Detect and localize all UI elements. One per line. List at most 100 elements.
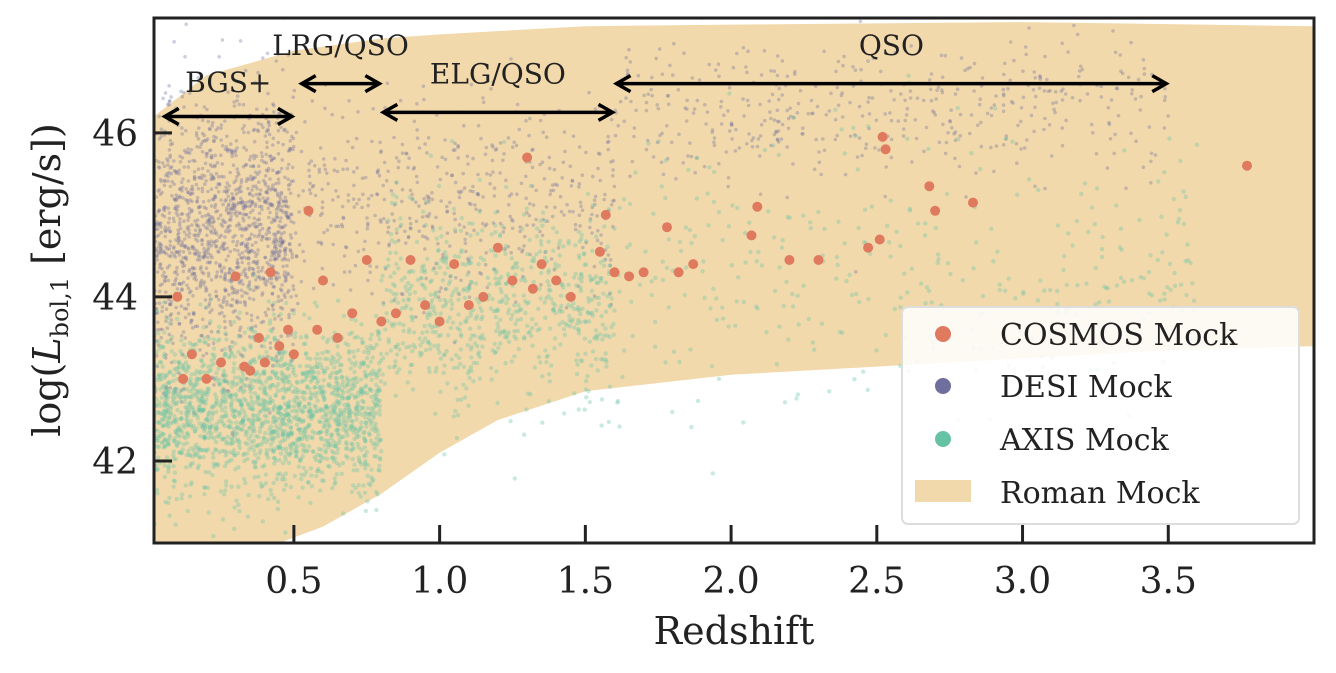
axis-mock-point <box>391 282 396 287</box>
desi-mock-point <box>281 210 285 214</box>
axis-mock-point <box>354 417 359 422</box>
desi-mock-point <box>311 183 316 188</box>
axis-mock-point <box>534 234 540 239</box>
desi-mock-point <box>232 203 237 207</box>
desi-mock-point <box>571 210 575 214</box>
desi-mock-point <box>1126 75 1131 80</box>
desi-mock-point <box>281 240 285 245</box>
desi-mock-point <box>963 68 967 73</box>
axis-mock-point <box>270 419 276 425</box>
desi-mock-point <box>155 311 160 315</box>
axis-mock-point <box>398 256 403 261</box>
axis-mock-point <box>278 451 284 456</box>
desi-mock-point <box>264 129 269 134</box>
desi-mock-point <box>514 143 519 148</box>
desi-mock-point <box>821 137 825 141</box>
desi-mock-point <box>289 295 293 299</box>
axis-mock-point <box>362 453 367 458</box>
desi-mock-point <box>599 233 603 237</box>
desi-mock-point <box>228 249 233 254</box>
desi-mock-point <box>450 173 455 177</box>
desi-mock-point <box>903 98 907 103</box>
axis-mock-point <box>729 263 734 268</box>
desi-mock-point <box>160 213 165 217</box>
desi-mock-point <box>182 219 186 223</box>
desi-mock-point <box>294 254 299 258</box>
desi-mock-point <box>232 204 237 209</box>
axis-mock-point <box>340 379 346 384</box>
desi-mock-point <box>261 276 266 280</box>
desi-mock-point <box>717 161 721 166</box>
desi-mock-point <box>261 235 265 239</box>
axis-mock-point <box>319 447 324 452</box>
desi-mock-point <box>398 98 403 103</box>
axis-mock-point <box>448 298 453 303</box>
axis-mock-point <box>543 218 548 224</box>
desi-mock-point <box>552 268 557 272</box>
desi-mock-point <box>160 282 164 286</box>
desi-mock-point <box>279 192 284 196</box>
desi-mock-point <box>257 164 261 168</box>
axis-mock-point <box>190 386 195 392</box>
desi-mock-point <box>169 254 173 259</box>
desi-mock-point <box>257 222 261 227</box>
axis-mock-point <box>238 386 244 392</box>
desi-mock-point <box>524 196 528 201</box>
axis-mock-point <box>224 394 229 399</box>
axis-mock-point <box>439 257 444 262</box>
desi-mock-point <box>989 106 994 110</box>
roman-mock-region <box>154 22 1314 543</box>
desi-mock-point <box>190 184 195 189</box>
axis-mock-point <box>240 407 245 412</box>
axis-mock-point <box>325 366 330 371</box>
axis-mock-point <box>557 307 563 312</box>
desi-mock-point <box>248 287 253 292</box>
desi-mock-point <box>510 145 515 149</box>
axis-mock-point <box>167 369 172 374</box>
desi-mock-point <box>448 200 452 205</box>
axis-mock-point <box>553 261 558 267</box>
axis-mock-point <box>401 298 406 303</box>
axis-mock-point <box>468 255 474 260</box>
axis-mock-point <box>331 443 337 449</box>
desi-mock-point <box>525 223 529 227</box>
desi-mock-point <box>1130 88 1134 92</box>
desi-mock-point <box>908 96 913 100</box>
desi-mock-point <box>265 51 270 56</box>
desi-mock-point <box>508 214 512 219</box>
axis-mock-point <box>577 255 582 261</box>
desi-mock-point <box>858 19 863 24</box>
axis-mock-point <box>257 429 263 434</box>
desi-mock-point <box>348 288 353 292</box>
desi-mock-point <box>592 294 597 298</box>
axis-mock-point <box>735 205 740 211</box>
desi-mock-point <box>281 67 285 72</box>
desi-mock-point <box>240 294 244 298</box>
desi-mock-point <box>541 217 546 222</box>
axis-mock-point <box>522 336 527 341</box>
desi-mock-point <box>285 271 290 276</box>
axis-mock-point <box>540 210 546 215</box>
desi-mock-point <box>178 217 182 221</box>
axis-mock-point <box>334 472 339 477</box>
desi-mock-point <box>264 152 269 157</box>
axis-mock-point <box>468 347 473 352</box>
axis-mock-point <box>374 442 380 448</box>
axis-mock-point <box>1185 242 1190 247</box>
axis-mock-point <box>365 473 370 478</box>
axis-mock-point <box>161 300 167 305</box>
desi-mock-point <box>206 343 211 347</box>
desi-mock-point <box>609 203 614 207</box>
axis-mock-point <box>280 363 286 368</box>
axis-mock-point <box>446 281 452 287</box>
desi-mock-point <box>227 202 231 206</box>
axis-mock-point <box>312 455 318 460</box>
desi-mock-point <box>490 143 494 147</box>
desi-mock-point <box>206 246 211 250</box>
desi-mock-point <box>899 92 903 96</box>
desi-mock-point <box>242 300 247 304</box>
axis-mock-point <box>1036 187 1041 193</box>
desi-mock-point <box>1109 98 1114 102</box>
desi-mock-point <box>160 327 164 332</box>
desi-mock-point <box>366 278 370 283</box>
